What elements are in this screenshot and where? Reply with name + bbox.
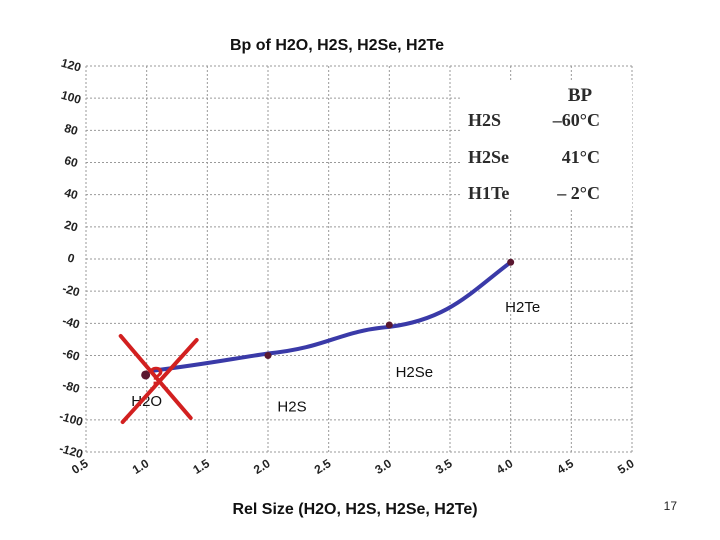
bp-table: BP H2S –60°C H2Se 41°C H1Te – 2°C	[460, 82, 632, 210]
point-label: H2Se	[396, 364, 434, 381]
x-tick-label: 4.0	[494, 456, 516, 477]
x-axis-label: Rel Size (H2O, H2S, H2Se, H2Te)	[232, 501, 477, 518]
y-tick-label: 120	[60, 56, 83, 75]
y-tick-label: 20	[63, 217, 80, 234]
data-point	[141, 370, 151, 380]
bp-table-value: –60°C	[552, 110, 600, 130]
x-tick-labels: 0.5 1.0 1.5 2.0 2.5 3.0 3.5 4.0 4.5 5.0	[69, 456, 637, 477]
x-tick-label: 3.0	[372, 456, 394, 477]
y-tick-label: -40	[61, 313, 82, 331]
y-tick-label: 100	[60, 88, 83, 107]
y-tick-labels: 120 100 80 60 40 20 0 -20 -40 -60 -80 -100 -120	[58, 56, 85, 462]
point-label: H2Te	[505, 299, 540, 316]
data-point	[385, 321, 393, 329]
y-tick-label: -80	[61, 378, 82, 396]
bp-table-header: BP	[568, 85, 593, 106]
y-tick-label: -100	[58, 409, 85, 429]
x-tick-label: 3.5	[433, 456, 455, 477]
x-tick-label: 2.5	[312, 456, 334, 477]
data-point	[264, 352, 272, 359]
bp-table-compound: H2Se	[468, 147, 509, 167]
y-tick-label: 40	[63, 185, 80, 202]
y-tick-label: 80	[63, 121, 80, 138]
cross-stroke	[118, 333, 193, 420]
grid	[85, 65, 633, 453]
y-tick-label: -120	[58, 441, 85, 461]
bp-table-value: – 2°C	[556, 183, 600, 203]
y-tick-label: -60	[61, 346, 82, 364]
point-label: H2S	[277, 399, 306, 416]
bp-table-background	[460, 82, 632, 210]
y-tick-label: 60	[63, 153, 80, 170]
page-number: 17	[664, 499, 678, 513]
x-tick-label: 1.5	[190, 456, 212, 477]
cross-mark	[118, 333, 199, 424]
chart-title: Bp of H2O, H2S, H2Se, H2Te	[230, 37, 444, 54]
y-tick-label: -20	[61, 281, 82, 299]
y-tick-label: 0	[66, 251, 77, 266]
x-tick-label: 4.5	[554, 456, 576, 477]
x-tick-label: 2.0	[251, 456, 273, 477]
question-mark: ?	[148, 361, 164, 391]
data-point	[507, 258, 515, 266]
bp-table-value: 41°C	[562, 147, 600, 167]
x-tick-label: 5.0	[615, 456, 637, 477]
bp-table-compound: H2S	[468, 110, 501, 130]
cross-stroke	[120, 337, 199, 424]
series-line	[148, 260, 513, 373]
bp-table-compound: H1Te	[468, 183, 509, 203]
x-tick-label: 1.0	[130, 456, 152, 477]
